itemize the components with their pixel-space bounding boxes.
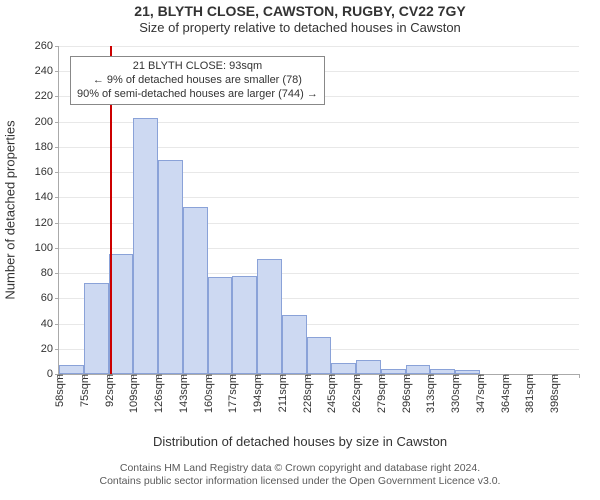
caption-line-1: Contains HM Land Registry data © Crown c… [0, 462, 600, 475]
y-tick-label: 260 [35, 40, 59, 52]
histogram-bar [133, 118, 158, 374]
histogram-bar [307, 337, 332, 374]
x-tick-label: 143sqm [176, 374, 190, 413]
chart-container: 21, BLYTH CLOSE, CAWSTON, RUGBY, CV22 7G… [0, 0, 600, 500]
histogram-bar [331, 363, 356, 374]
chart-title: 21, BLYTH CLOSE, CAWSTON, RUGBY, CV22 7G… [0, 4, 600, 36]
x-tick-label: 92sqm [102, 374, 116, 407]
x-tick-mark [579, 374, 580, 378]
histogram-bar [455, 370, 480, 374]
y-tick-label: 140 [35, 191, 59, 203]
source-caption: Contains HM Land Registry data © Crown c… [0, 462, 600, 488]
x-tick-label: 381sqm [522, 374, 536, 413]
gridline [59, 46, 579, 47]
y-tick-label: 80 [41, 267, 59, 279]
histogram-bar [282, 315, 307, 374]
x-tick-label: 177sqm [225, 374, 239, 413]
y-tick-label: 60 [41, 292, 59, 304]
y-tick-label: 100 [35, 242, 59, 254]
x-axis-label: Distribution of detached houses by size … [0, 434, 600, 449]
x-tick-label: 330sqm [448, 374, 462, 413]
callout-line: ← 9% of detached houses are smaller (78) [77, 74, 318, 88]
x-tick-label: 279sqm [374, 374, 388, 413]
x-tick-label: 58sqm [52, 374, 66, 407]
x-tick-label: 313sqm [423, 374, 437, 413]
histogram-bar [406, 365, 431, 374]
x-tick-label: 194sqm [250, 374, 264, 413]
y-axis-label: Number of detached properties [3, 120, 18, 299]
y-tick-label: 160 [35, 166, 59, 178]
histogram-bar [59, 365, 84, 374]
x-tick-label: 296sqm [399, 374, 413, 413]
plot-area: 02040608010012014016018020022024026058sq… [58, 46, 579, 375]
title-line-1: 21, BLYTH CLOSE, CAWSTON, RUGBY, CV22 7G… [0, 4, 600, 19]
histogram-bar [356, 360, 381, 374]
x-tick-label: 398sqm [547, 374, 561, 413]
x-tick-label: 75sqm [77, 374, 91, 407]
histogram-bar [232, 276, 257, 374]
title-line-2: Size of property relative to detached ho… [0, 21, 600, 35]
x-tick-label: 262sqm [349, 374, 363, 413]
y-tick-label: 200 [35, 116, 59, 128]
histogram-bar [109, 254, 134, 374]
caption-line-2: Contains public sector information licen… [0, 475, 600, 488]
callout-line: 90% of semi-detached houses are larger (… [77, 88, 318, 102]
x-tick-label: 211sqm [275, 374, 289, 412]
histogram-bar [208, 277, 233, 374]
x-tick-label: 347sqm [473, 374, 487, 413]
x-tick-label: 160sqm [201, 374, 215, 413]
x-tick-label: 228sqm [300, 374, 314, 413]
callout-line: 21 BLYTH CLOSE: 93sqm [77, 60, 318, 74]
histogram-bar [257, 259, 282, 374]
x-tick-label: 245sqm [324, 374, 338, 413]
y-tick-label: 20 [41, 343, 59, 355]
y-tick-label: 240 [35, 65, 59, 77]
y-tick-label: 40 [41, 318, 59, 330]
histogram-bar [381, 369, 406, 374]
histogram-bar [430, 369, 455, 374]
x-tick-label: 126sqm [151, 374, 165, 413]
marker-callout: 21 BLYTH CLOSE: 93sqm← 9% of detached ho… [70, 56, 325, 105]
x-tick-label: 364sqm [498, 374, 512, 413]
x-tick-label: 109sqm [126, 374, 140, 413]
y-tick-label: 220 [35, 90, 59, 102]
histogram-bar [183, 207, 208, 374]
y-tick-label: 180 [35, 141, 59, 153]
histogram-bar [158, 160, 183, 374]
histogram-bar [84, 283, 109, 374]
y-tick-label: 120 [35, 217, 59, 229]
